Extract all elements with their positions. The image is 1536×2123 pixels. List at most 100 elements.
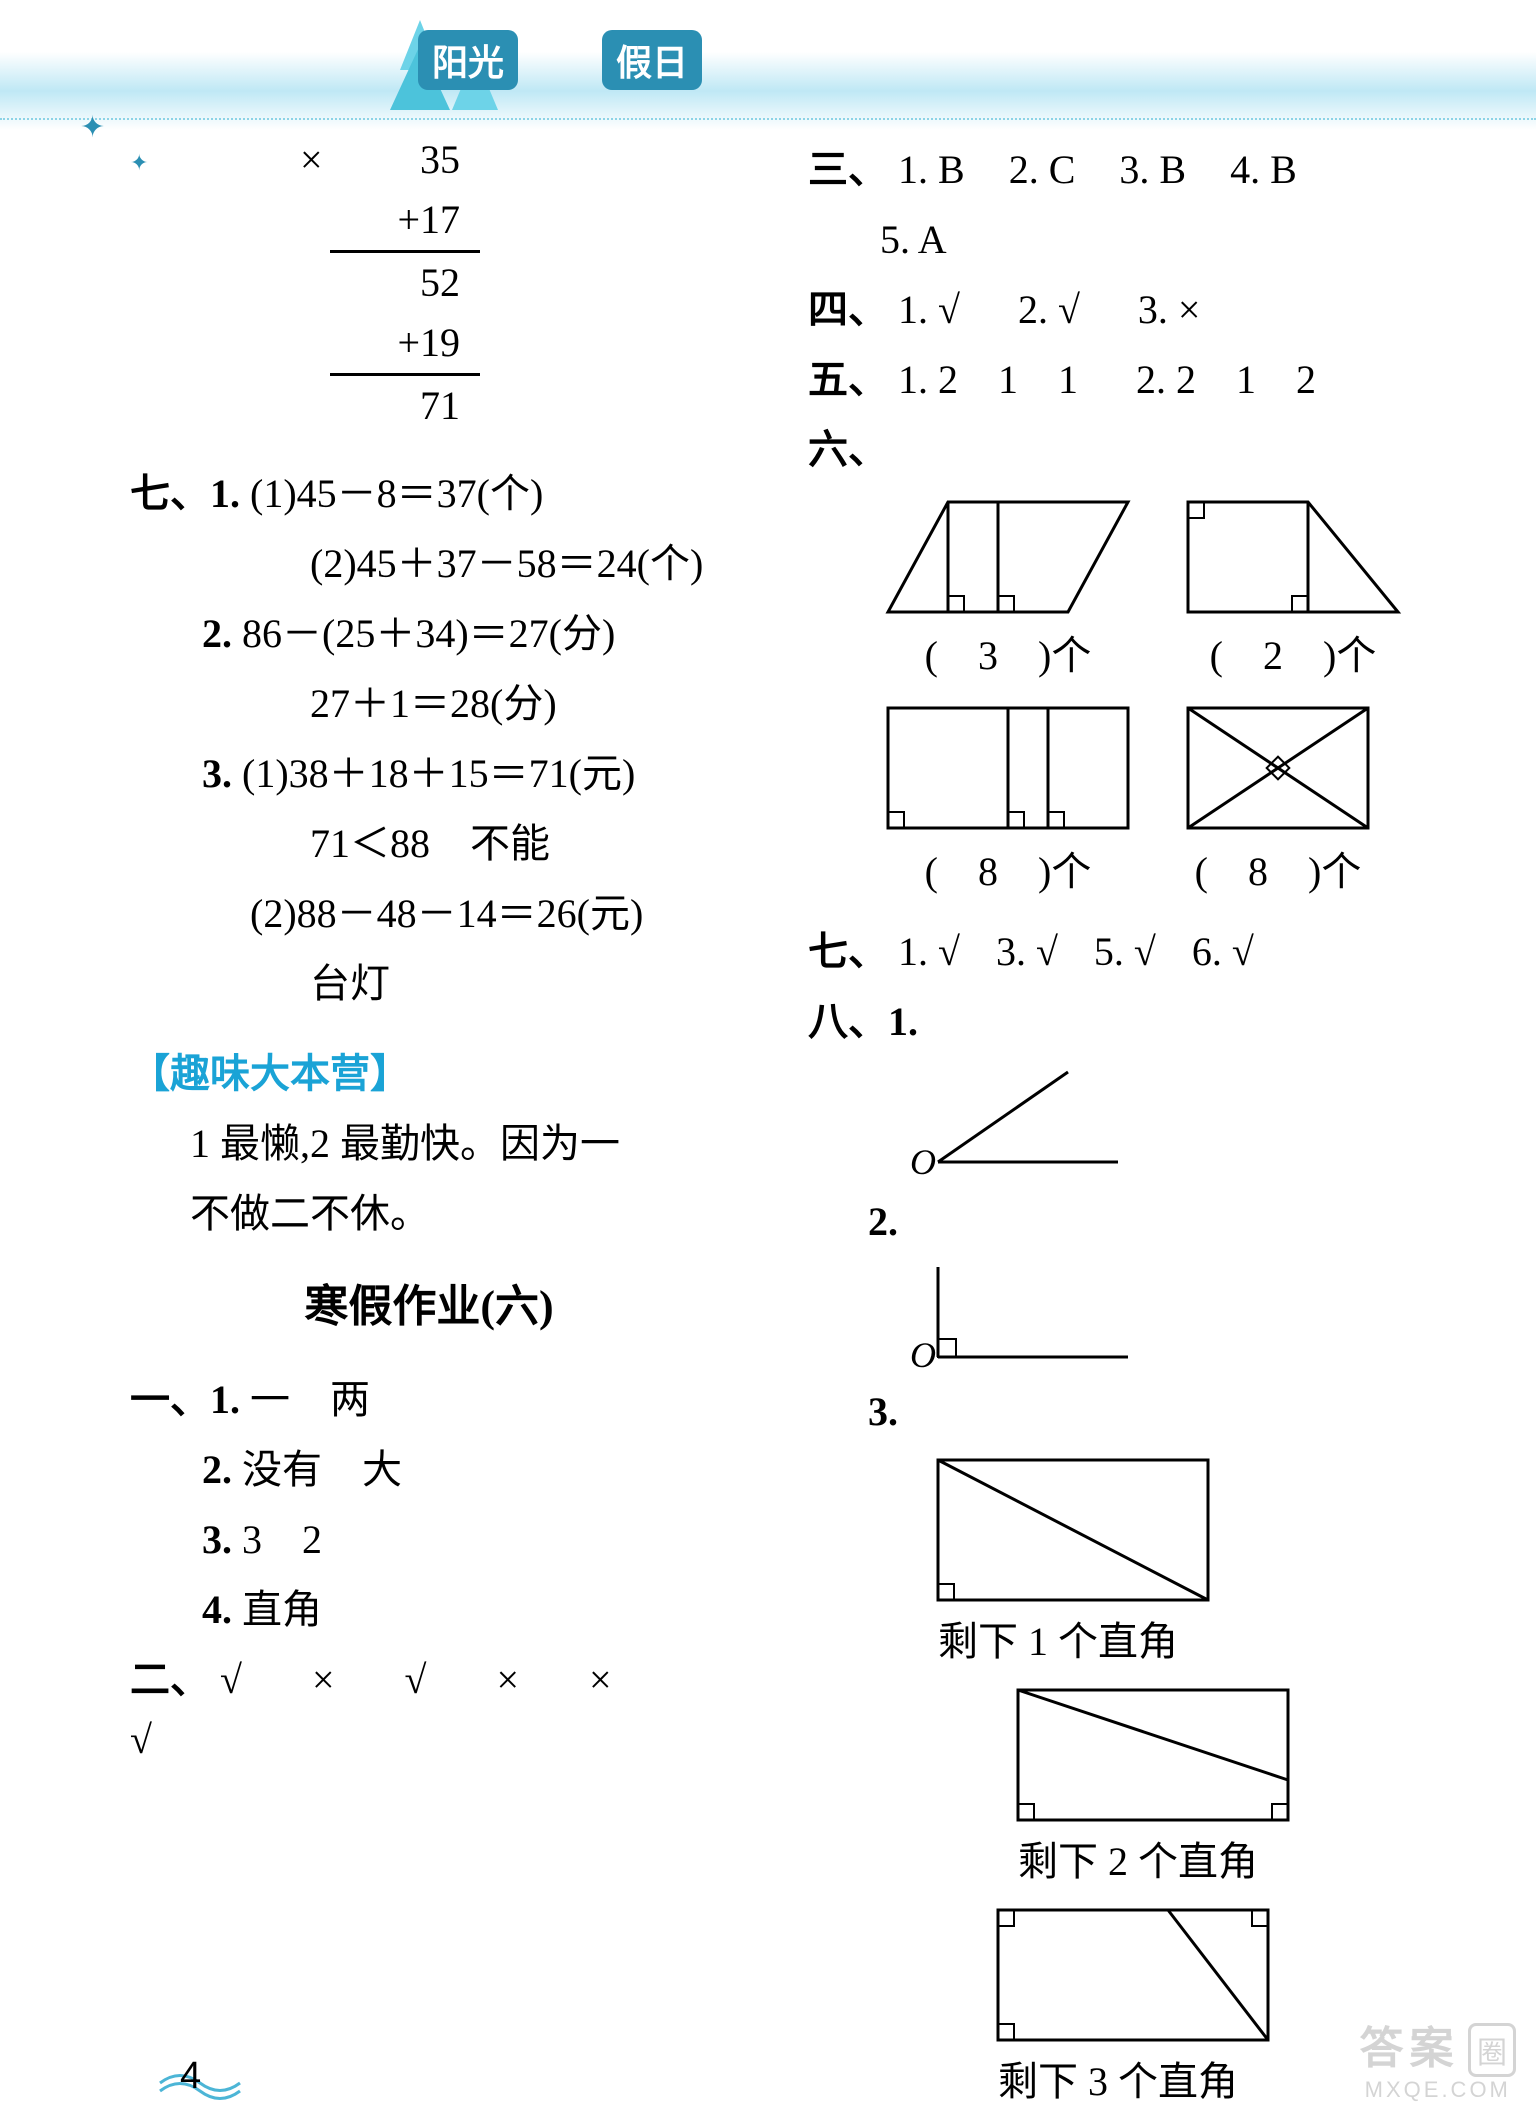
hw6-q4-i0: 1. √ [898, 287, 960, 332]
shape-rect-x: ( 8 )个 [1178, 698, 1378, 902]
hw6-q6-label: 六、 [808, 427, 888, 472]
shape-row-1: ( 3 )个 ( 2 )个 [878, 492, 1436, 686]
hw6-q2-a0: √ [220, 1657, 242, 1702]
hw6-q7-i0: 1. √ [898, 929, 960, 974]
hw6-q2-a5: √ [130, 1717, 152, 1762]
shape-label: ( 8 )个 [1178, 842, 1378, 902]
shape-count: 8 [1248, 849, 1268, 894]
shape-label: ( 2 )个 [1178, 626, 1408, 686]
header-wave [0, 90, 1536, 120]
shape-label: ( 8 )个 [878, 842, 1138, 902]
camp-line2: 不做二不休。 [130, 1184, 758, 1244]
hw6-q2-a1: × [312, 1657, 335, 1702]
hw6-q7-i3: 6. √ [1192, 929, 1254, 974]
shape-count: 2 [1263, 633, 1283, 678]
page-number: 4 [180, 2055, 201, 2098]
svg-text:O: O [910, 1142, 936, 1182]
hw6-q4-i2: 3. × [1138, 287, 1201, 332]
hw6-q3-i0: 1. B [898, 147, 965, 192]
hw6-q1-label: 一、1. [130, 1377, 240, 1422]
left-column: × 35 +17 52 +19 71 七、1. (1)45－8＝37(个) (2… [130, 130, 778, 2118]
hw6-q2-label: 二、 [130, 1657, 210, 1702]
hw6-q1-l2: 2. [202, 1447, 232, 1492]
hw6-q7-label: 七、 [808, 929, 888, 974]
hw6-q1-a4: 直角 [242, 1587, 322, 1632]
q7-1-1: (1)45－8＝37(个) [250, 471, 543, 516]
watermark: 答案 圈 MXQE.COM [1360, 2012, 1516, 2103]
q7-3-label: 3. [202, 751, 232, 796]
hw6-q7-i1: 3. √ [996, 929, 1058, 974]
shape-label: ( 3 )个 [878, 626, 1138, 686]
rect-caption-1: 剩下 1 个直角 [928, 1612, 1436, 1672]
page-header: 阳光 假日 ✦ ✦ [0, 0, 1536, 130]
q7-label: 七、1. [130, 471, 240, 516]
hw6-q5-row: 五、 1. 2 1 1 2. 2 1 2 [808, 350, 1436, 410]
star-icon: ✦ [130, 150, 160, 180]
hw6-q6-label-row: 六、 [808, 420, 1436, 480]
hw6-q7-row: 七、 1. √ 3. √ 5. √ 6. √ [808, 922, 1436, 982]
hw6-q2-row: 二、 √ × √ × × √ [130, 1650, 758, 1770]
arith-n3: +19 [300, 313, 460, 373]
hw6-q3-i1: 2. C [1009, 147, 1076, 192]
hw6-q1-l4: 4. [202, 1587, 232, 1632]
header-left-box: 阳光 [418, 30, 518, 90]
hw6-q1-r2: 2. 没有 大 [130, 1440, 758, 1500]
hw6-q1-r3: 3. 3 2 [130, 1510, 758, 1570]
arith-r1: 52 [300, 253, 460, 313]
q7-3-2: 71＜88 不能 [130, 814, 758, 874]
shape-row-2: ( 8 )个 ( 8 )个 [878, 698, 1436, 902]
star-icon: ✦ [80, 110, 110, 140]
header-title: 阳光 假日 [260, 30, 860, 90]
shape-rect-grid: ( 8 )个 [878, 698, 1138, 902]
q7-2-row: 2. 86－(25＋34)＝27(分) [130, 604, 758, 664]
hw6-title: 寒假作业(六) [100, 1274, 758, 1340]
q7-3-4: 台灯 [130, 954, 758, 1014]
hw6-q2-a2: √ [405, 1657, 427, 1702]
hw6-q3-row2: 5. A [808, 210, 1436, 270]
svg-text:O: O [910, 1335, 936, 1372]
rect-cut-2: 剩下 2 个直角 [1008, 1680, 1436, 1892]
hw6-q5-i1: 2. 2 1 2 [1136, 357, 1316, 402]
hw6-q8-l2-label: 2. [868, 1199, 898, 1244]
shape-parallelogram: ( 3 )个 [878, 492, 1138, 686]
q7-3-1: (1)38＋18＋15＝71(元) [242, 751, 635, 796]
arithmetic-block: × 35 +17 52 +19 71 [130, 130, 480, 436]
q7-2-2: 27＋1＝28(分) [130, 674, 758, 734]
angle-2: O [908, 1262, 1436, 1372]
hw6-q3-i2: 3. B [1119, 147, 1186, 192]
camp-title: 【趣味大本营】 [130, 1044, 758, 1104]
hw6-q5-i0: 1. 2 1 1 [898, 357, 1078, 402]
camp-line1: 1 最懒,2 最勤快。因为一 [130, 1114, 758, 1174]
shape-trapezoid: ( 2 )个 [1178, 492, 1408, 686]
hw6-q5-label: 五、 [808, 357, 888, 402]
hw6-q7-i2: 5. √ [1094, 929, 1156, 974]
hw6-q4-row: 四、 1. √ 2. √ 3. × [808, 280, 1436, 340]
right-column: 三、 1. B 2. C 3. B 4. B 5. A 四、 1. √ 2. √… [778, 130, 1436, 2118]
watermark-url: MXQE.COM [1360, 2077, 1516, 2103]
hw6-q4-i1: 2. √ [1018, 287, 1080, 332]
hw6-q3-i3: 4. B [1230, 147, 1297, 192]
page-content: × 35 +17 52 +19 71 七、1. (1)45－8＝37(个) (2… [0, 130, 1536, 2118]
hw6-q3-row1: 三、 1. B 2. C 3. B 4. B [808, 140, 1436, 200]
hw6-q1-r4: 4. 直角 [130, 1580, 758, 1640]
angle-1: O [908, 1062, 1436, 1182]
watermark-seal: 圈 [1468, 2023, 1516, 2077]
hw6-q1-a2: 没有 大 [242, 1447, 402, 1492]
hw6-q8-l3-label: 3. [868, 1389, 898, 1434]
hw6-q4-label: 四、 [808, 287, 888, 332]
arith-n2: +17 [300, 190, 460, 250]
hw6-q3-i4: 5. A [880, 217, 947, 262]
hw6-q2-a3: × [496, 1657, 519, 1702]
arith-n1: 35 [360, 130, 460, 190]
q7-3-3: (2)88－48－14＝26(元) [130, 884, 758, 944]
arith-r2: 71 [300, 376, 460, 436]
hw6-q1-a3: 3 2 [242, 1517, 322, 1562]
watermark-text: 答案 [1360, 2024, 1460, 2073]
q7-3-row: 3. (1)38＋18＋15＝71(元) [130, 744, 758, 804]
hw6-q1-a1: 一 两 [250, 1377, 370, 1422]
mult-symbol: × [300, 130, 360, 190]
hw6-q8-label-row: 八、1. [808, 992, 1436, 1052]
q7-1-2: (2)45＋37－58＝24(个) [130, 534, 758, 594]
hw6-q1-row: 一、1. 一 两 [130, 1370, 758, 1430]
shape-count: 8 [978, 849, 998, 894]
